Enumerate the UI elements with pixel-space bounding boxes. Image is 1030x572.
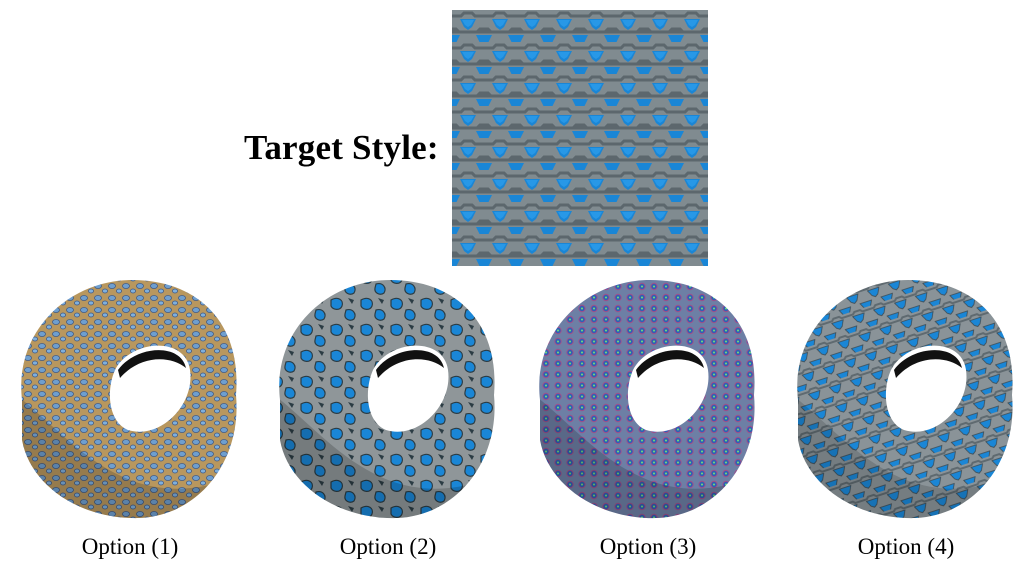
option-1-label: Option (1)	[81, 534, 179, 559]
option-2[interactable]: Option (2)	[268, 270, 508, 570]
torus-texture-tan-blue-icon	[21, 280, 237, 519]
option-3[interactable]: Option (3)	[528, 270, 768, 570]
option-3-label: Option (3)	[599, 534, 697, 559]
option-2-label: Option (2)	[339, 534, 437, 559]
target-style-title: Target Style:	[244, 128, 439, 167]
torus-texture-gray-blue-blobs-icon	[279, 280, 495, 519]
torus-texture-cells-icon	[539, 280, 755, 519]
option-1[interactable]: Option (1)	[10, 270, 250, 570]
option-4-label: Option (4)	[857, 534, 955, 559]
option-4[interactable]: Option (4)	[786, 270, 1026, 570]
torus-texture-blue-triangles-icon	[797, 280, 1013, 519]
target-style-swatch	[452, 10, 708, 266]
